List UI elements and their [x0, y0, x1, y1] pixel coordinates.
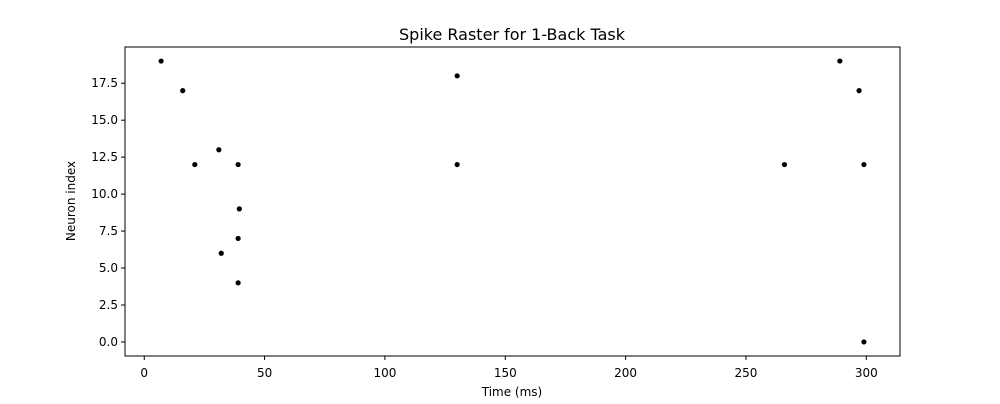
y-tick-label: 5.0	[99, 261, 118, 275]
spike-point	[180, 88, 186, 94]
x-tick-label: 0	[140, 366, 148, 380]
y-tick-label: 7.5	[99, 224, 118, 238]
x-tick-label: 150	[494, 366, 517, 380]
x-tick-label: 100	[373, 366, 396, 380]
spike-point	[236, 206, 242, 212]
spike-point	[781, 161, 788, 168]
y-tick-label: 2.5	[99, 298, 118, 312]
y-tick-label: 0.0	[99, 335, 118, 349]
y-axis-label: Neuron index	[64, 161, 78, 241]
spike-point	[158, 58, 164, 64]
y-tick-label: 15.0	[91, 113, 118, 127]
spike-point	[861, 339, 867, 345]
y-tick-label: 17.5	[91, 76, 118, 90]
spike-points	[158, 58, 867, 345]
x-axis-ticks: 0 50 100 150 200 250 300	[140, 356, 878, 380]
spike-point	[837, 58, 843, 64]
y-tick-label: 12.5	[91, 150, 118, 164]
plot-area-frame	[124, 46, 901, 357]
spike-point	[454, 161, 460, 168]
spike-point	[856, 88, 862, 94]
spike-point	[861, 161, 867, 168]
spike-point	[218, 250, 224, 256]
x-tick-label: 250	[735, 366, 758, 380]
x-axis-label: Time (ms)	[481, 385, 543, 399]
chart-title: Spike Raster for 1-Back Task	[399, 25, 626, 44]
spike-point	[216, 147, 222, 153]
spike-point	[235, 235, 241, 242]
spike-point	[192, 161, 198, 168]
spike-point	[235, 280, 241, 286]
x-tick-label: 50	[257, 366, 272, 380]
y-axis-ticks: 0.0 2.5 5.0 7.5 10.0 12.5 15.0 17.5	[91, 76, 125, 349]
y-tick-label: 10.0	[91, 187, 118, 201]
x-tick-label: 300	[855, 366, 878, 380]
x-tick-label: 200	[614, 366, 637, 380]
spike-point	[454, 73, 460, 79]
spike-point	[235, 161, 241, 168]
